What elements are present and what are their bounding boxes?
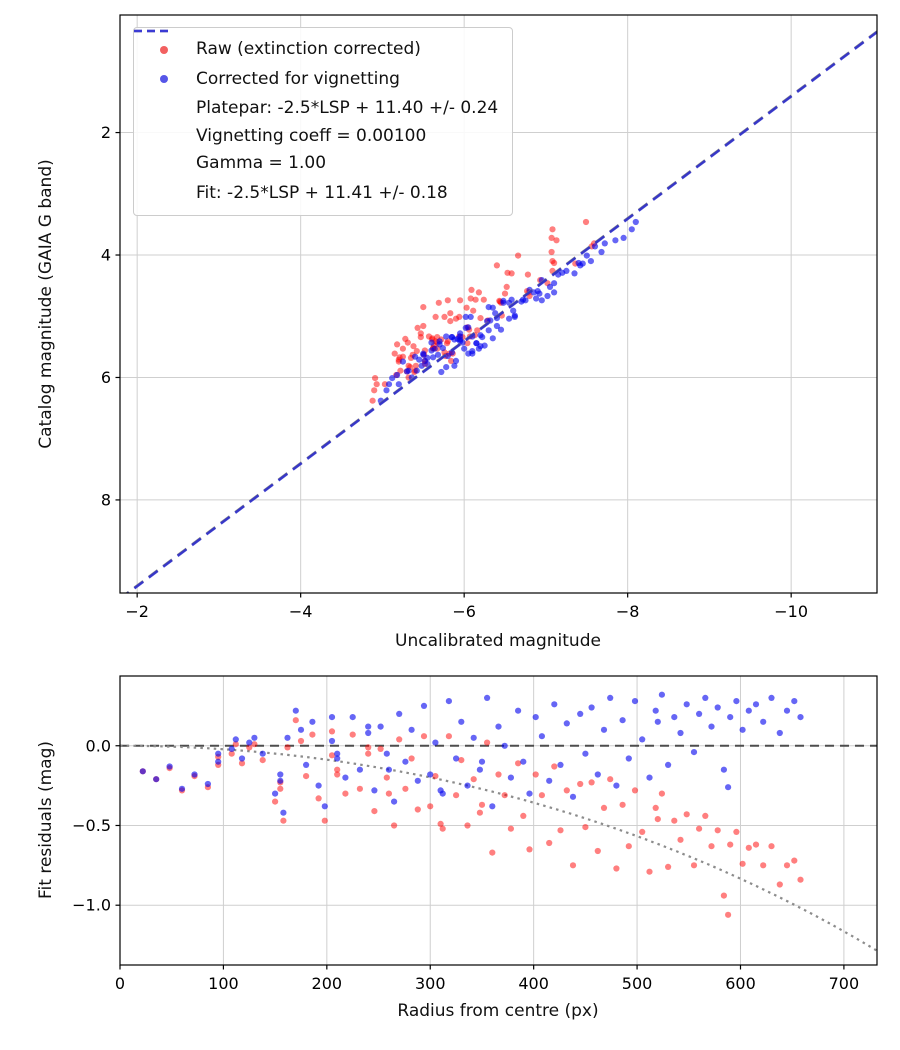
y-tick-label: 4 — [101, 246, 111, 265]
legend-label: Fit: -2.5*LSP + 11.41 +/- 0.18 — [196, 182, 448, 203]
bottom-ylabel: Fit residuals (mag) — [36, 741, 56, 899]
x-tick-label: 200 — [312, 974, 343, 993]
legend-entry-2: Platepar: -2.5*LSP + 11.40 +/- 0.24 Vigne… — [134, 29, 499, 178]
top-xlabel: Uncalibrated magnitude — [395, 631, 601, 651]
axis-ticks: 0 100 200 300 400 500 600 700 0.0 −0.5 −1.0 — [72, 736, 859, 993]
legend-entry-0: Raw (extinction corrected) — [142, 36, 498, 64]
y-tick-label: 8 — [101, 490, 111, 509]
legend-marker-dot-icon — [142, 75, 186, 84]
x-tick-label: 700 — [829, 974, 860, 993]
y-tick-label: −1.0 — [72, 896, 111, 915]
legend-label: Platepar: -2.5*LSP + 11.40 +/- 0.24 Vigne… — [196, 98, 499, 174]
legend-entry-3: Fit: -2.5*LSP + 11.41 +/- 0.18 — [134, 29, 498, 208]
raw-residuals-points — [139, 717, 804, 918]
Fit: -2.5*LSP + 11.41 +/- 0.18 — [126, 31, 877, 593]
legend-entry-1: Corrected for vignetting — [142, 66, 498, 94]
legend: Raw (extinction corrected) Corrected for … — [133, 27, 514, 217]
y-tick-label: 0.0 — [86, 736, 111, 755]
axes-spine — [119, 675, 878, 966]
legend-label: Raw (extinction corrected) — [196, 39, 421, 59]
x-tick-label: 600 — [725, 974, 756, 993]
x-tick-label: −6 — [452, 602, 476, 621]
top-ylabel: Catalog magnitude (GAIA G band) — [36, 159, 56, 449]
axes-spine — [119, 14, 878, 594]
vignetting-model-curve — [120, 744, 877, 952]
Raw (extinction corrected)-points — [369, 218, 598, 404]
x-tick-label: 500 — [622, 974, 653, 993]
x-tick-label: 0 — [115, 974, 125, 993]
x-tick-label: −2 — [125, 602, 149, 621]
x-tick-label: −8 — [616, 602, 640, 621]
chart-1: 0 100 200 300 400 500 600 700 0.0 −0.5 −1.0 — [72, 675, 878, 993]
bottom-xlabel: Radius from centre (px) — [397, 1001, 599, 1021]
y-tick-label: 2 — [101, 123, 111, 142]
x-tick-label: 300 — [415, 974, 446, 993]
corrected-residuals-points — [139, 691, 804, 816]
x-tick-label: 400 — [518, 974, 549, 993]
x-tick-label: −4 — [289, 602, 313, 621]
x-tick-label: −10 — [774, 602, 808, 621]
legend-marker-dot-icon — [142, 45, 186, 54]
y-tick-label: −0.5 — [72, 816, 111, 835]
y-tick-label: 6 — [101, 368, 111, 387]
x-tick-label: 100 — [208, 974, 239, 993]
axis-ticks: −2 −4 −6 −8 −10 2 4 6 8 — [101, 123, 808, 621]
Corrected for vignetting-points — [377, 218, 639, 404]
legend-label: Corrected for vignetting — [196, 68, 400, 89]
